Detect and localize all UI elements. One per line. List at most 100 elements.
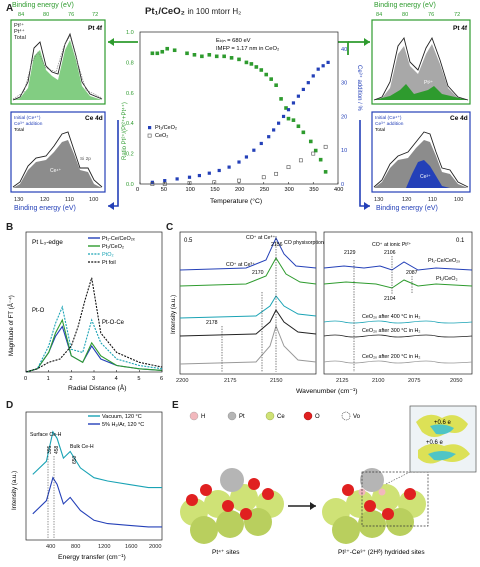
scatter-point-2-9 — [311, 151, 316, 156]
scatter-point-1-14 — [277, 121, 281, 125]
panel-c-ir-chart: 0.5 0.1 CO⁺ at Ce⁴⁺ 2156 CO physisorptio… — [170, 231, 473, 395]
scatter-point-0-26 — [308, 139, 313, 144]
ce4d-right-tick-2: 110 — [428, 197, 437, 203]
imfp-label: IMFP = 1.17 nm in CeO₂ — [216, 46, 279, 52]
panel-a-xtick-8: 400 — [334, 187, 343, 193]
panel-a-ylabel-right: Ce³⁺ addition / % — [356, 65, 363, 112]
panel-a-title-main: Pt₁/CeO₂ — [145, 6, 185, 17]
panel-a-scatter-chart: 0 50 100 150 200 250 300 350 4000.00.20.40.60.81… — [121, 30, 363, 205]
panel-a-xtick-0: 0 — [136, 187, 139, 193]
panel-b-legend-1: Pt₁/CeO₂ — [102, 244, 124, 250]
ce4d-right-tick-3: 100 — [454, 197, 463, 203]
ce4plus-label-left: Ce⁴⁺ — [50, 168, 62, 174]
panel-b-series-2 — [25, 305, 163, 373]
panel-c-xlabel: Wavenumber (cm⁻¹) — [296, 388, 358, 395]
panel-d-xlabel: Energy transfer (cm⁻¹) — [58, 554, 126, 561]
pt4-site-model — [180, 468, 284, 544]
panel-c-ann-2: CO physisorption — [284, 240, 324, 246]
scatter-point-0-17 — [264, 72, 269, 77]
scatter-point-2-10 — [323, 144, 328, 149]
legend-ceo2: CeO₂ — [155, 133, 168, 139]
panel-a-ylabel-left: Ratio Pt²⁺/(Pt²⁺+Pt⁴⁺) — [121, 102, 128, 160]
scatter-point-0-5 — [185, 51, 189, 56]
panel-a-xtick-7: 350 — [309, 187, 318, 193]
panel-a-ytick-left-4: 0.8 — [126, 60, 134, 66]
panel-b-ylabel: Magnitude of FT (Å⁻⁴) — [8, 295, 15, 356]
o-atom-icon — [303, 411, 313, 421]
panel-c-xtick-5: 2075 — [408, 378, 420, 384]
panel-a-title-suffix: in 100 mtorr H₂ — [187, 7, 242, 16]
scatter-point-1-1 — [163, 179, 167, 183]
charge-bottom: +0.6 e — [426, 440, 444, 446]
pt4f-left-title: Binding energy (eV) — [12, 2, 74, 9]
ce3plus-label-right: Ce³⁺ — [420, 174, 431, 180]
scatter-point-1-21 — [311, 74, 315, 78]
panel-b-series-3 — [25, 277, 163, 373]
panel-c-series-0: Pt₁-Ce/CeO₂ₓ — [428, 258, 460, 264]
scatter-point-0-25 — [301, 130, 306, 135]
panel-e-legend-3: O — [315, 414, 320, 420]
scatter-point-0-19 — [274, 83, 278, 87]
panel-c-ann-1: 2156 — [271, 242, 283, 248]
scatter-point-1-10 — [252, 148, 256, 152]
scatter-point-0-11 — [229, 56, 234, 60]
scatter-point-2-5 — [261, 175, 266, 180]
panel-e-legend-0: H — [201, 414, 205, 420]
ce4d-label-left: Ce 4d — [85, 115, 103, 122]
scatter-point-2-8 — [298, 158, 303, 163]
scatter-point-1-2 — [175, 177, 179, 181]
panel-c-series-2: CeO₂ₓ after 400 °C in H₂ — [362, 314, 420, 320]
scatter-point-0-14 — [249, 62, 254, 66]
pt4f-left-tick-3: 72 — [92, 12, 98, 18]
panel-d-xtick-0: 400 — [46, 544, 55, 550]
panel-d-xtick-1: 800 — [71, 544, 80, 550]
panel-b-legend-0: Pt₁-Ce/CeO₂ₓ — [102, 236, 135, 242]
ce-atom-icon — [265, 411, 275, 421]
legend-marker-ceo2 — [147, 133, 152, 138]
panel-d-ann-3: 458 — [54, 445, 60, 454]
panel-a-xtick-4: 200 — [235, 187, 244, 193]
scatter-point-0-10 — [222, 54, 226, 59]
scatter-point-0-8 — [207, 53, 212, 57]
panel-e-legend-2: Ce — [277, 414, 285, 420]
scatter-point-0-7 — [200, 54, 204, 59]
panel-c-ann-10: 2087 — [406, 270, 418, 276]
panel-e-caption-right: Pt²⁺-Ce³⁺ (2Hᵟ) hydrided sites — [338, 549, 425, 556]
pt4f-right-tick-2: 76 — [428, 12, 434, 18]
panel-b-xtick-4: 4 — [115, 376, 118, 382]
panel-a-xtick-3: 150 — [210, 187, 219, 193]
ekin-label: Eₖᵢₙ = 680 eV — [216, 38, 251, 44]
panel-b-ann-pto: Pt-O — [32, 308, 45, 314]
panel-e-letter: E — [172, 400, 179, 411]
pt4f-left-tick-2: 76 — [68, 12, 74, 18]
panel-e-legend-4: Vo — [353, 414, 361, 420]
scatter-point-0-28 — [318, 157, 323, 162]
panel-a-ytick-left-0: 0.0 — [126, 182, 134, 188]
panel-c-xtick-6: 2050 — [450, 378, 462, 384]
panel-c-series-3: CeO₂ₓ after 300 °C in H₂ — [362, 328, 420, 334]
panel-b-letter: B — [6, 222, 14, 233]
pt2-ce3-site-model — [322, 468, 429, 544]
scatter-point-1-24 — [326, 60, 330, 64]
pt4f-label-left: Pt 4f — [88, 25, 103, 32]
panel-a-xtick-6: 300 — [285, 187, 294, 193]
panel-c-xtick-2: 2150 — [270, 378, 282, 384]
si2p-label: Si 2p — [80, 156, 91, 162]
panel-c-ann-5: 2178 — [206, 320, 218, 326]
panel-c-scale-left: 0.5 — [184, 238, 193, 244]
pt4f-left-spectrum: 84 80 76 72 Pt²⁺ Pt⁴⁺ Total Pt 4f — [10, 12, 106, 105]
panel-d-series-0 — [32, 430, 162, 489]
scatter-point-1-15 — [281, 114, 286, 119]
ce4d-legend-1: Ce³⁺ addition — [14, 121, 43, 127]
pt-atom-icon — [227, 411, 237, 421]
scatter-point-0-2 — [160, 49, 165, 54]
panel-c-ann-9: 2104 — [384, 296, 396, 302]
pt4f-right-tick-3: 72 — [454, 12, 460, 18]
panel-c-series-1: Pt₁/CeO₂ — [436, 276, 458, 282]
scatter-point-1-9 — [244, 155, 249, 159]
scatter-point-0-12 — [237, 57, 241, 62]
ce4d-left-tick-1: 120 — [40, 197, 49, 203]
h-atom-icon — [189, 411, 199, 421]
scatter-point-0-6 — [192, 53, 197, 57]
pt4f-left-tick-1: 80 — [43, 12, 49, 18]
